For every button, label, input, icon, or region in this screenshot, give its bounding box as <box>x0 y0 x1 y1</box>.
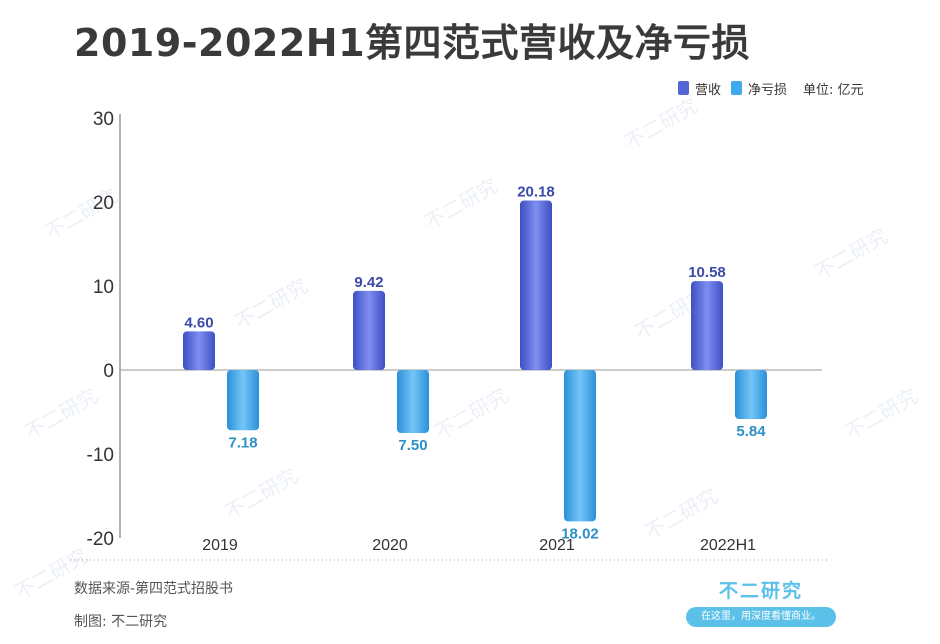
x-tick-label: 2021 <box>539 537 575 554</box>
watermark-text: 不二研究 <box>811 224 892 284</box>
y-tick-label: 10 <box>93 277 114 298</box>
watermark-text: 不二研究 <box>841 384 922 444</box>
legend-swatch-loss <box>731 81 743 95</box>
watermark-text: 不二研究 <box>641 484 722 544</box>
bar-revenue <box>520 200 552 370</box>
chart-title: 2019-2022H1第四范式营收及净亏损 <box>74 21 751 65</box>
watermark-text: 不二研究 <box>221 464 302 524</box>
bar-net-loss <box>227 370 259 431</box>
data-label: 20.18 <box>517 183 555 200</box>
data-label: 7.18 <box>228 434 257 451</box>
watermark-text: 不二研究 <box>421 174 502 234</box>
y-tick-label: 0 <box>103 361 114 382</box>
y-tick-label: -20 <box>87 529 114 550</box>
y-tick-label: 30 <box>93 109 114 130</box>
x-tick-label: 2019 <box>202 537 238 554</box>
legend-label-revenue: 营收 <box>695 82 722 98</box>
y-tick-label: 20 <box>93 193 114 214</box>
brand-name: 不二研究 <box>718 580 803 602</box>
data-source: 数据来源-第四范式招股书 <box>74 581 234 597</box>
chart-credit: 制图: 不二研究 <box>74 614 168 630</box>
bar-net-loss <box>564 370 596 522</box>
watermark-text: 不二研究 <box>621 94 702 154</box>
watermark-text: 不二研究 <box>431 384 512 444</box>
brand-logo: 不二研究 在这里，用深度看懂商业。 <box>686 576 836 627</box>
y-tick-label: -10 <box>87 445 114 466</box>
legend: 营收 净亏损 单位: 亿元 <box>678 79 864 98</box>
legend-item-loss: 净亏损 <box>731 79 787 98</box>
watermark-text: 不二研究 <box>21 384 102 444</box>
data-label: 7.50 <box>398 437 427 454</box>
data-label: 4.60 <box>184 314 213 331</box>
legend-item-revenue: 营收 <box>678 79 721 98</box>
bar-net-loss <box>397 370 429 433</box>
data-label: 5.84 <box>736 423 766 440</box>
legend-swatch-revenue <box>678 81 689 95</box>
bar-revenue <box>353 290 385 370</box>
watermark-text: 不二研究 <box>231 274 312 334</box>
x-tick-label: 2022H1 <box>700 537 756 554</box>
data-label: 10.58 <box>688 264 726 281</box>
data-label: 18.02 <box>561 525 599 542</box>
data-label: 9.42 <box>354 274 383 291</box>
brand-slogan: 在这里，用深度看懂商业。 <box>686 607 836 627</box>
bar-net-loss <box>735 370 767 420</box>
legend-label-loss: 净亏损 <box>748 82 788 98</box>
bar-revenue <box>183 331 215 370</box>
x-tick-label: 2020 <box>372 537 408 554</box>
unit-label: 单位: 亿元 <box>803 82 864 98</box>
bar-revenue <box>691 281 723 370</box>
